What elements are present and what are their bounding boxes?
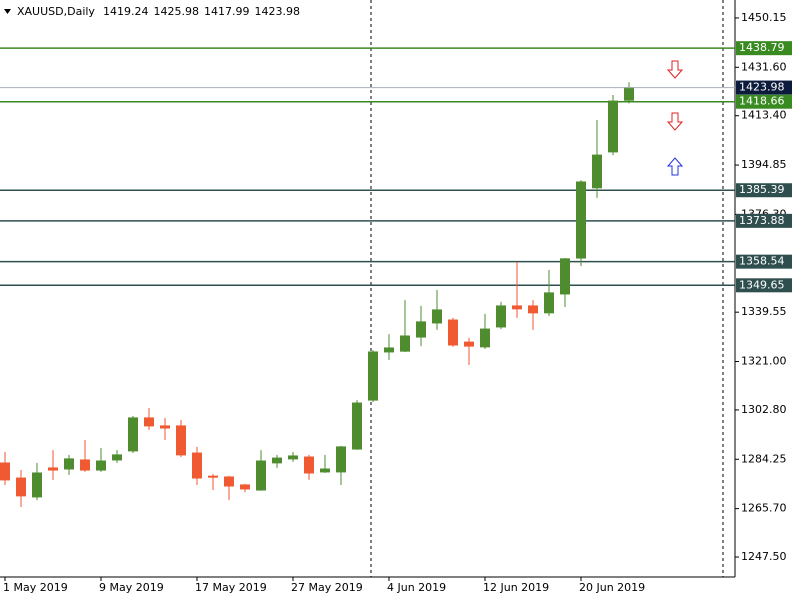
- candle-body: [0, 462, 10, 481]
- level-line-label: 1373.88: [739, 214, 785, 227]
- candle-body: [576, 181, 586, 259]
- candle-body: [432, 309, 442, 324]
- candle-body: [592, 154, 602, 189]
- candle-body: [64, 458, 74, 470]
- candle-body: [16, 477, 26, 497]
- candle-body: [240, 484, 250, 490]
- y-tick-label: 1265.70: [741, 502, 787, 515]
- x-tick-label: 27 May 2019: [291, 581, 363, 594]
- sell-arrow: [666, 60, 684, 79]
- candle-body: [96, 460, 106, 471]
- sell-arrow: [666, 112, 684, 131]
- y-tick-label: 1247.50: [741, 550, 787, 563]
- candle-body: [144, 417, 154, 427]
- candle-body: [128, 417, 138, 452]
- level-line-label: 1418.66: [739, 95, 785, 108]
- candle-body: [608, 100, 618, 153]
- candle-body: [192, 452, 202, 479]
- x-tick-label: 4 Jun 2019: [387, 581, 446, 594]
- candle-body: [400, 335, 410, 352]
- candle-body: [336, 446, 346, 473]
- candle-body: [512, 305, 522, 310]
- header-open: 1419.24: [103, 5, 149, 18]
- candle-body: [464, 341, 474, 347]
- candle-body: [496, 305, 506, 328]
- level-line-label: 1385.39: [739, 183, 785, 196]
- x-tick-label: 20 Jun 2019: [579, 581, 645, 594]
- candle-body: [288, 455, 298, 460]
- candle-body: [352, 402, 362, 450]
- y-tick-label: 1321.00: [741, 355, 787, 368]
- level-line-label-box: [736, 254, 792, 269]
- candle-body: [304, 456, 314, 474]
- level-line-label-box: [736, 41, 792, 56]
- y-tick-label: 1302.80: [741, 403, 787, 416]
- candle-body: [224, 476, 234, 487]
- candle-body: [160, 425, 170, 429]
- last-price-label: 1423.98: [739, 81, 785, 94]
- candle-body: [368, 351, 378, 401]
- header-close: 1423.98: [254, 5, 300, 18]
- candle-body: [480, 328, 490, 348]
- candle-body: [80, 459, 90, 471]
- level-line-label: 1349.65: [739, 278, 785, 291]
- level-line-label: 1358.54: [739, 255, 785, 268]
- y-tick-label: 1394.85: [741, 158, 787, 171]
- menu-triangle[interactable]: [4, 9, 11, 14]
- level-line-label-box: [736, 278, 792, 293]
- candle-body: [208, 475, 218, 478]
- candle-body: [32, 472, 42, 498]
- candle-body: [528, 305, 538, 314]
- x-tick-label: 17 May 2019: [195, 581, 267, 594]
- candle-body: [112, 454, 122, 461]
- x-tick-label: 12 Jun 2019: [483, 581, 549, 594]
- candle-body: [272, 457, 282, 464]
- header-high: 1425.98: [153, 5, 199, 18]
- buy-arrow: [666, 157, 684, 176]
- candle-body: [384, 347, 394, 353]
- x-tick-label: 1 May 2019: [3, 581, 68, 594]
- y-tick-label: 1431.60: [741, 60, 787, 73]
- y-tick-label: 1450.15: [741, 11, 787, 24]
- header-low: 1417.99: [204, 5, 250, 18]
- candle-body: [48, 467, 58, 471]
- chart-header: XAUUSD,Daily 1419.24 1425.98 1417.99 1423.98: [17, 5, 300, 18]
- candle-body: [560, 258, 570, 295]
- last-price-box: [736, 80, 792, 95]
- level-line-label-box: [736, 183, 792, 198]
- y-tick-label: 1284.25: [741, 452, 787, 465]
- candle-body: [448, 319, 458, 346]
- y-tick-label: 1339.55: [741, 305, 787, 318]
- candle-body: [176, 425, 186, 456]
- candle-body: [256, 460, 266, 491]
- level-line-label: 1438.79: [739, 41, 785, 54]
- chart-title: XAUUSD,Daily: [17, 5, 95, 18]
- level-line-label-box: [736, 213, 792, 228]
- y-tick-label: 1413.40: [741, 109, 787, 122]
- candle-body: [416, 321, 426, 338]
- x-tick-label: 9 May 2019: [99, 581, 164, 594]
- candle-body: [544, 292, 554, 314]
- candle-body: [320, 468, 330, 473]
- candle-body: [624, 87, 634, 101]
- level-line-label-box: [736, 94, 792, 109]
